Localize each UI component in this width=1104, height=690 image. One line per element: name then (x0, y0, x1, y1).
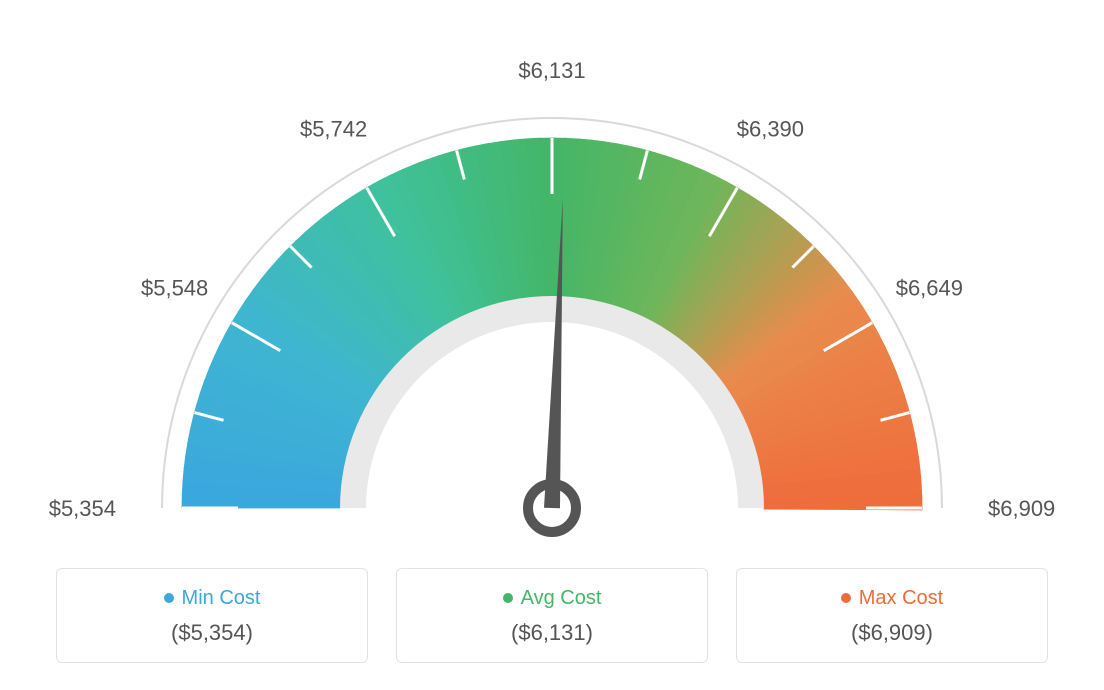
tick-label: $6,649 (896, 275, 963, 300)
tick-label: $5,548 (141, 275, 208, 300)
gauge-area: $5,354 $5,548 $5,742 $6,131 $6,390 $6,649 $6,9… (32, 28, 1072, 558)
legend-title-text: Min Cost (182, 587, 261, 610)
dot-icon (841, 593, 851, 603)
legend-title-min: Min Cost (164, 587, 261, 610)
legend-value-min: ($5,354) (57, 620, 367, 646)
legend-title-max: Max Cost (841, 587, 943, 610)
legend-title-text: Max Cost (859, 587, 943, 610)
legend-card-avg: Avg Cost ($6,131) (396, 568, 708, 663)
dot-icon (164, 593, 174, 603)
legend-card-min: Min Cost ($5,354) (56, 568, 368, 663)
legend-card-max: Max Cost ($6,909) (736, 568, 1048, 663)
tick-label: $6,131 (518, 58, 585, 83)
legend-value-max: ($6,909) (737, 620, 1047, 646)
gauge-chart-container: $5,354 $5,548 $5,742 $6,131 $6,390 $6,649 $6,9… (32, 28, 1072, 663)
legend-title-avg: Avg Cost (503, 587, 602, 610)
gauge-svg: $5,354 $5,548 $5,742 $6,131 $6,390 $6,649 $6,9… (32, 28, 1072, 558)
tick-label: $5,742 (300, 116, 367, 141)
dot-icon (503, 593, 513, 603)
legend-row: Min Cost ($5,354) Avg Cost ($6,131) Max … (32, 568, 1072, 663)
tick-label: $6,909 (988, 496, 1055, 521)
legend-value-avg: ($6,131) (397, 620, 707, 646)
legend-title-text: Avg Cost (521, 587, 602, 610)
tick-label: $6,390 (737, 116, 804, 141)
tick-label: $5,354 (49, 496, 116, 521)
